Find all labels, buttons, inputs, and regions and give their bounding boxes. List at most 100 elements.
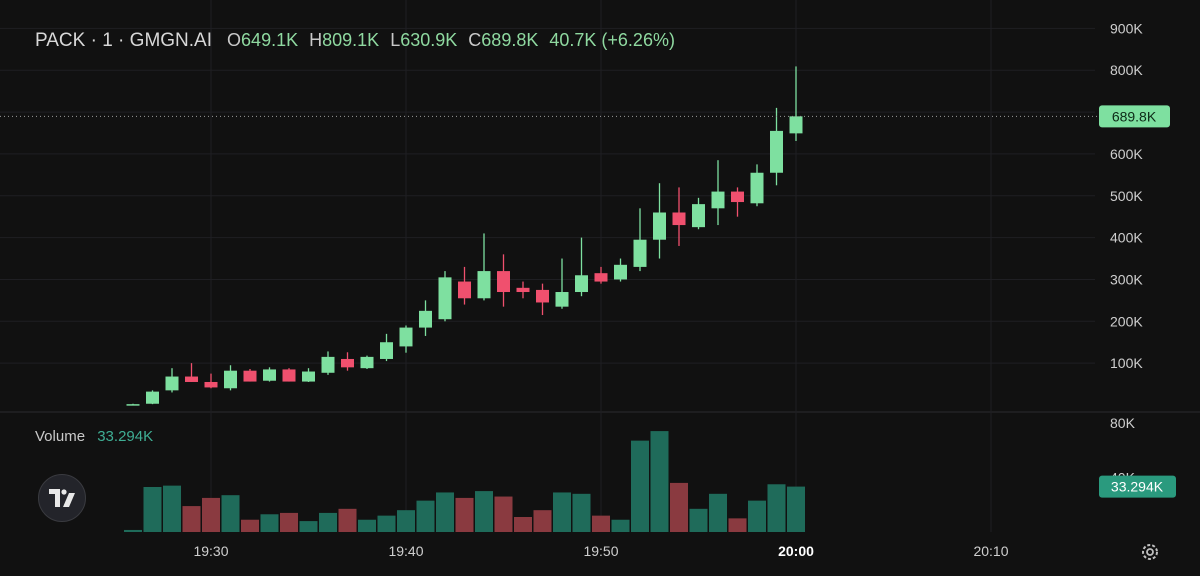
volume-label: Volume — [35, 428, 86, 445]
candle-body — [282, 369, 296, 382]
volume-legend: Volume 33.294K — [35, 428, 153, 445]
candle-body — [633, 239, 647, 267]
candle-body — [224, 370, 237, 389]
candle-body — [419, 310, 432, 328]
candle-body — [614, 264, 627, 280]
candle-body — [302, 371, 315, 382]
volume-bar — [163, 485, 181, 532]
candle-body — [360, 356, 374, 369]
volume-bar — [689, 508, 708, 532]
candle-body — [458, 281, 471, 299]
volume-bar — [358, 519, 376, 532]
ohlc-legend: PACK · 1 · GMGN.AI O649.1K H809.1K L630.… — [35, 30, 681, 52]
gear-icon[interactable] — [1140, 542, 1160, 562]
candle-body — [380, 342, 393, 359]
high-label: H — [309, 30, 323, 50]
volume-bar — [338, 508, 357, 532]
volume-bar — [767, 484, 786, 532]
price-tick-label: 200K — [1110, 313, 1143, 329]
volume-bar — [319, 512, 337, 532]
volume-bar — [728, 518, 747, 532]
symbol-label: PACK · 1 · GMGN.AI — [35, 30, 213, 51]
price-tick-label: 800K — [1110, 62, 1143, 78]
time-tick-label: 19:30 — [193, 543, 228, 559]
candle-body — [438, 277, 452, 320]
candle-body — [497, 271, 510, 293]
price-tick-label: 500K — [1110, 188, 1143, 204]
volume-bar — [553, 492, 571, 532]
volume-badge-bg — [1099, 475, 1176, 498]
volume-bar — [709, 493, 727, 532]
open-label: O — [227, 30, 242, 50]
price-badge-bg — [1099, 105, 1170, 128]
candle-body — [575, 275, 588, 293]
candle-body — [711, 191, 725, 209]
volume-bar — [280, 512, 298, 532]
candle-body — [750, 172, 764, 204]
volume-bar — [377, 515, 396, 532]
volume-bar — [592, 515, 610, 532]
volume-bar — [221, 495, 240, 532]
candle-body — [653, 212, 666, 240]
time-tick-label: 20:00 — [778, 543, 814, 559]
volume-bar — [631, 440, 649, 532]
price-badge: 689.8K — [1112, 108, 1157, 124]
price-tick-label: 300K — [1110, 271, 1143, 287]
volume-bar — [533, 510, 552, 532]
candle-body — [692, 204, 705, 228]
candle-body — [555, 292, 569, 307]
candle-body — [789, 116, 803, 134]
candle-body — [477, 271, 491, 299]
candle-body — [204, 381, 218, 388]
volume-bar — [416, 500, 435, 532]
open-value: 649.1K — [241, 30, 299, 50]
candle-body — [165, 376, 179, 391]
volume-bar — [299, 521, 318, 532]
volume-bar — [748, 500, 766, 532]
time-tick-label: 19:40 — [388, 543, 423, 559]
candle-body — [594, 273, 608, 282]
volume-bar — [202, 497, 220, 532]
volume-bar — [494, 496, 513, 532]
volume-bar — [143, 487, 162, 532]
candle-body — [341, 358, 354, 368]
price-tick-label: 600K — [1110, 146, 1143, 162]
volume-bar — [124, 529, 142, 532]
candle-body — [399, 327, 413, 347]
time-tick-label: 19:50 — [583, 543, 618, 559]
candle-body — [672, 212, 686, 226]
candle-body — [146, 391, 159, 404]
low-value: 630.9K — [400, 30, 458, 50]
close-label: C — [468, 30, 482, 50]
candle-body — [516, 287, 530, 293]
volume-bar — [260, 514, 279, 532]
time-tick-label: 20:10 — [973, 543, 1008, 559]
volume-value: 33.294K — [97, 428, 154, 445]
candle-body — [126, 404, 140, 406]
high-value: 809.1K — [322, 30, 380, 50]
candle-body — [731, 191, 744, 203]
volume-bar — [572, 493, 591, 532]
candle-body — [536, 289, 549, 303]
volume-bar — [436, 492, 454, 532]
volume-bar — [475, 491, 493, 532]
candle-body — [770, 130, 783, 173]
change-value: 40.7K (+6.26%) — [549, 30, 675, 50]
volume-bar — [650, 431, 669, 532]
volume-bar — [182, 506, 201, 532]
volume-bar — [241, 519, 259, 532]
volume-bar — [514, 517, 532, 532]
close-value: 689.8K — [481, 30, 539, 50]
price-tick-label: 400K — [1110, 230, 1143, 246]
candle-body — [243, 370, 257, 382]
tradingview-logo-icon[interactable] — [38, 474, 86, 522]
price-tick-label: 900K — [1110, 20, 1143, 36]
volume-bar — [611, 519, 630, 532]
volume-badge: 33.294K — [1111, 479, 1164, 495]
volume-bar — [397, 510, 415, 532]
candle-body — [321, 356, 335, 373]
price-tick-label: 100K — [1110, 355, 1143, 371]
volume-tick-label: 80K — [1110, 415, 1136, 431]
volume-bar — [455, 497, 474, 532]
